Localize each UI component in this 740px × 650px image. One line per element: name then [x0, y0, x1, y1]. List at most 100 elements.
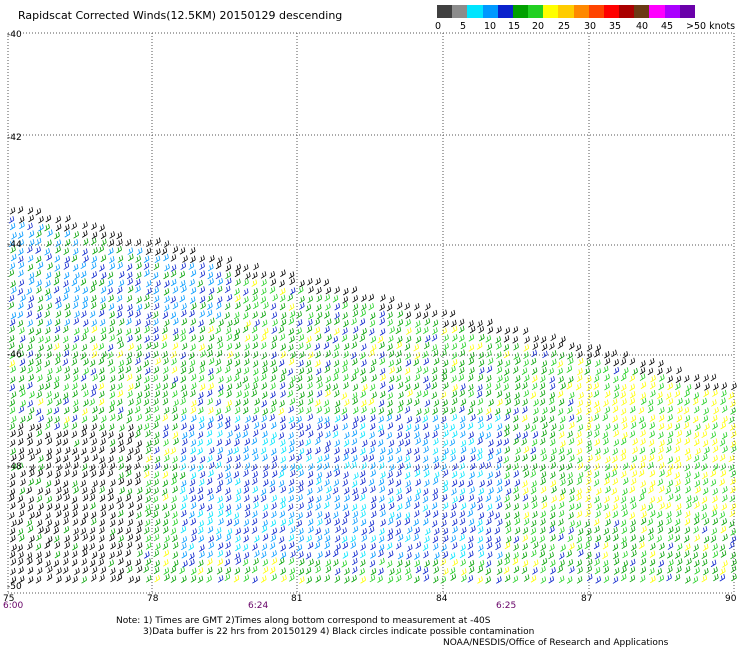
- wind-barb: [20, 470, 26, 478]
- wind-barb: [107, 359, 114, 367]
- wind-barb: [252, 376, 259, 384]
- wind-barb: [179, 247, 186, 255]
- wind-barb: [126, 541, 133, 549]
- wind-barb: [658, 462, 665, 470]
- wind-barb: [378, 429, 385, 437]
- wind-barb: [37, 295, 44, 304]
- wind-barb: [224, 285, 231, 294]
- wind-barb: [10, 280, 16, 288]
- wind-barb: [152, 341, 159, 350]
- wind-barb: [576, 431, 582, 439]
- colorbar-label-30: 30: [584, 21, 597, 32]
- wind-barb: [540, 510, 546, 519]
- wind-barb: [261, 400, 267, 408]
- wind-barb: [522, 559, 529, 568]
- wind-barb: [28, 407, 35, 415]
- colorbar-swatch-13: [634, 5, 650, 18]
- wind-barb: [648, 439, 655, 447]
- wind-barb: [305, 423, 311, 432]
- wind-barb: [155, 280, 161, 288]
- wind-barb: [488, 399, 494, 407]
- wind-barb: [118, 557, 124, 565]
- wind-barb: [649, 550, 656, 558]
- wind-barb: [35, 352, 42, 360]
- wind-barb: [125, 365, 132, 374]
- wind-barb: [253, 301, 259, 310]
- wind-barb: [514, 382, 521, 391]
- wind-barb: [153, 398, 159, 406]
- wind-barb: [233, 446, 239, 455]
- wind-barb: [667, 526, 674, 534]
- wind-barb: [126, 488, 133, 496]
- wind-barb: [280, 318, 287, 327]
- wind-barb: [315, 575, 322, 583]
- wind-barb: [431, 374, 438, 382]
- wind-barb: [64, 446, 71, 455]
- wind-barb: [71, 469, 78, 478]
- wind-barb: [332, 559, 339, 567]
- wind-barb: [611, 349, 617, 358]
- wind-barb: [190, 382, 197, 390]
- wind-barb: [299, 391, 305, 399]
- wind-barb: [577, 350, 583, 359]
- wind-barb: [388, 439, 395, 448]
- wind-barb: [216, 567, 223, 575]
- wind-barb: [45, 512, 51, 520]
- wind-barb: [576, 543, 583, 551]
- wind-barb: [451, 470, 458, 479]
- wind-barb: [505, 502, 511, 510]
- wind-barb: [352, 295, 359, 303]
- wind-barb: [667, 398, 674, 406]
- wind-barb: [109, 319, 116, 327]
- wind-barb: [198, 319, 204, 328]
- wind-barb: [640, 566, 647, 574]
- wind-barb: [162, 471, 169, 479]
- wind-barb: [307, 351, 314, 360]
- wind-barb: [342, 503, 349, 511]
- wind-barb: [144, 335, 150, 343]
- wind-barb: [613, 358, 619, 367]
- wind-barb: [54, 503, 61, 511]
- wind-barb: [206, 343, 213, 351]
- wind-barb: [28, 272, 35, 280]
- wind-barb: [406, 495, 412, 504]
- wind-barb: [397, 381, 404, 390]
- wind-barb: [315, 277, 321, 286]
- wind-barb: [271, 510, 277, 519]
- wind-barb: [305, 567, 312, 575]
- wind-barb: [36, 311, 42, 320]
- wind-barb: [116, 245, 122, 254]
- wind-barb: [567, 352, 573, 360]
- wind-barb: [288, 358, 295, 366]
- wind-barb: [227, 430, 233, 438]
- wind-barb: [308, 525, 314, 534]
- wind-barb: [711, 509, 717, 518]
- wind-barb: [560, 336, 566, 344]
- wind-barb: [234, 438, 240, 447]
- wind-barb: [432, 327, 438, 335]
- wind-barb: [325, 517, 332, 526]
- wind-barb: [326, 334, 332, 342]
- wind-barb: [307, 502, 313, 511]
- wind-barb: [82, 533, 88, 541]
- wind-barb: [279, 439, 286, 447]
- wind-barb: [622, 560, 628, 568]
- wind-barb: [361, 399, 367, 408]
- wind-barb: [334, 317, 340, 325]
- wind-barb: [721, 382, 727, 390]
- wind-barb: [459, 415, 466, 424]
- wind-barb: [658, 422, 665, 431]
- wind-barb: [496, 351, 502, 359]
- wind-barb: [170, 575, 177, 583]
- wind-barb: [119, 486, 125, 495]
- wind-barb: [170, 447, 176, 455]
- wind-barb: [208, 446, 215, 455]
- wind-barb: [549, 520, 556, 528]
- wind-barb: [585, 494, 591, 503]
- wind-barb: [423, 550, 429, 559]
- wind-barb: [404, 455, 410, 463]
- wind-barb: [665, 486, 671, 495]
- wind-barb: [352, 333, 358, 341]
- wind-barb: [198, 416, 205, 424]
- wind-barb: [181, 438, 188, 446]
